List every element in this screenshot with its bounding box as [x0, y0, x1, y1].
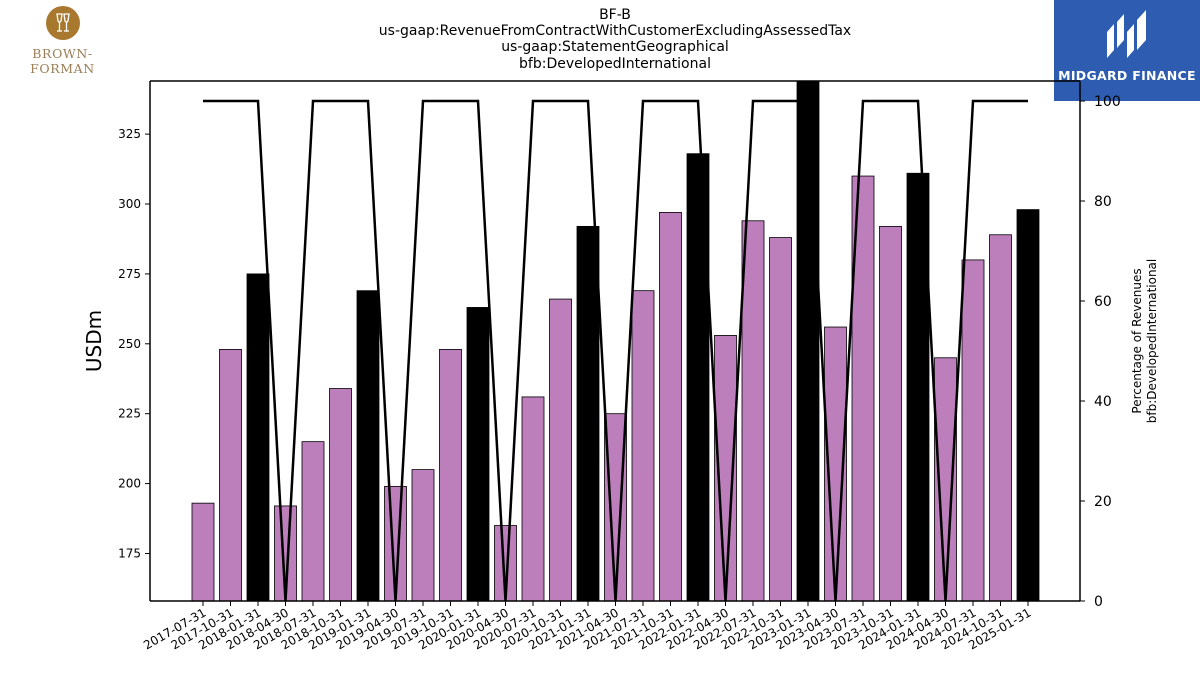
bar-2024-07-31 [961, 259, 985, 602]
y-tick-label: 200 [118, 477, 141, 491]
bar-2020-01-31 [466, 307, 490, 602]
bar-2023-10-31 [879, 225, 902, 602]
y-tick-label: 275 [118, 267, 141, 281]
y-right-tick-label: 60 [1094, 294, 1112, 310]
bar-2023-01-31 [796, 80, 820, 602]
bar-2020-10-31 [549, 298, 572, 602]
bar-2022-10-31 [769, 237, 792, 602]
bar-2021-07-31 [631, 290, 655, 602]
bar-2019-10-31 [439, 348, 462, 602]
bar-2018-10-31 [329, 388, 352, 602]
y-axis-right-label-line1: Percentage of Revenues [1130, 268, 1144, 413]
title-line-member: bfb:DevelopedInternational [519, 56, 711, 72]
y-right-tick-label: 80 [1094, 194, 1112, 210]
bar-2017-10-31 [219, 348, 242, 602]
midgard-emblem-icon [1107, 10, 1146, 58]
brown-forman-wordmark: BROWN-FORMAN [30, 46, 95, 76]
y-axis-right-label-line2: bfb:DevelopedInternational [1145, 259, 1159, 424]
bar-2018-01-31 [246, 273, 270, 602]
y-tick-label: 225 [118, 407, 141, 421]
bar-2017-07-31 [191, 502, 215, 602]
bar-2021-01-31 [576, 225, 600, 602]
y-right-tick-label: 0 [1094, 594, 1103, 610]
midgard-finance-wordmark: MIDGARD FINANCE [1058, 68, 1196, 83]
glasses-emblem-icon [46, 6, 80, 40]
axes [145, 80, 1085, 606]
title-line-ticker: BF-B [599, 7, 631, 23]
y-tick-label: 250 [118, 337, 141, 351]
bar-2021-10-31 [659, 211, 682, 602]
title-line-statement: us-gaap:StatementGeographical [501, 39, 729, 55]
y-tick-label: 300 [118, 197, 141, 211]
brown-forman-logo: BROWN-FORMAN [0, 2, 125, 76]
bar-2020-07-31 [521, 396, 545, 602]
title-line-concept: us-gaap:RevenueFromContractWithCustomerE… [378, 23, 852, 39]
y-axis-label: USDm [82, 310, 106, 372]
bar-2025-01-31 [1016, 209, 1040, 602]
bar-2024-10-31 [989, 234, 1012, 602]
bar-2022-07-31 [741, 220, 765, 602]
y-right-tick-label: 100 [1094, 94, 1121, 110]
y-tick-label: 175 [118, 546, 141, 560]
bar-2018-07-31 [301, 441, 325, 602]
y-tick-label: 325 [118, 127, 141, 141]
bar-2019-07-31 [411, 469, 435, 602]
y-right-tick-label: 20 [1094, 494, 1112, 510]
bar-2019-01-31 [356, 290, 380, 602]
midgard-finance-logo: MIDGARD FINANCE [1054, 0, 1200, 101]
y-right-tick-label: 40 [1094, 394, 1112, 410]
bar-series [191, 80, 1040, 602]
